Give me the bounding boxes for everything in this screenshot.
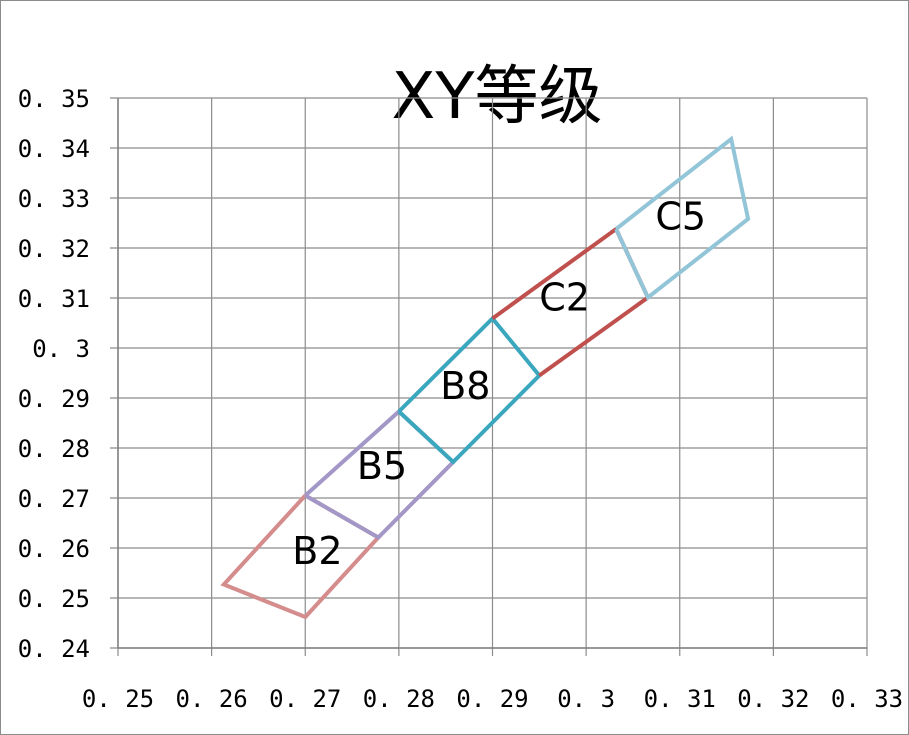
y-tick-label: 0. 26	[18, 535, 90, 563]
y-tick-label: 0. 32	[18, 235, 90, 263]
y-tick-label: 0. 35	[18, 85, 90, 113]
x-tick-label: 0. 31	[644, 685, 716, 713]
y-tick-label: 0. 33	[18, 185, 90, 213]
x-tick-label: 0. 29	[456, 685, 528, 713]
y-tick-label: 0. 3	[32, 335, 90, 363]
x-tick-label: 0. 25	[82, 685, 154, 713]
region-labels: B2 B5 B8 C2 C5	[292, 195, 706, 574]
series-group	[220, 135, 751, 620]
y-tick-label: 0. 27	[18, 485, 90, 513]
x-tick-label: 0. 26	[176, 685, 248, 713]
y-tick-label: 0. 31	[18, 285, 90, 313]
y-tick-label: 0. 25	[18, 585, 90, 613]
x-tick-label: 0. 33	[831, 685, 903, 713]
region-label-c5: C5	[655, 195, 706, 239]
y-tick-label: 0. 29	[18, 385, 90, 413]
region-label-b8: B8	[440, 364, 490, 408]
axes: 0. 25 0. 26 0. 27 0. 28 0. 29 0. 3 0. 31 0. 32 0…	[18, 85, 903, 713]
series-c5	[614, 135, 751, 301]
x-tick-label: 0. 28	[363, 685, 435, 713]
chart-title: XY等级	[392, 60, 603, 134]
y-tick-label: 0. 24	[18, 635, 90, 663]
y-tick-label: 0. 34	[18, 135, 90, 163]
y-tick-label: 0. 28	[18, 435, 90, 463]
x-tick-label: 0. 27	[269, 685, 341, 713]
x-tick-label: 0. 32	[737, 685, 809, 713]
region-label-c2: C2	[539, 276, 590, 320]
x-tick-label: 0. 3	[557, 685, 615, 713]
region-label-b2: B2	[292, 529, 342, 573]
region-label-b5: B5	[357, 444, 407, 488]
